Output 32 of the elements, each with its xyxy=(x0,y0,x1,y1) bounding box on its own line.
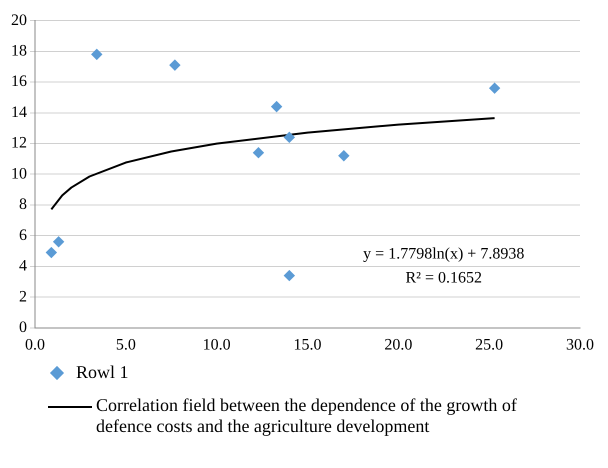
y-tick-label: 4 xyxy=(19,258,27,275)
y-tick-label: 8 xyxy=(19,196,27,214)
y-tick-label: 16 xyxy=(11,73,27,90)
y-tick-label: 2 xyxy=(19,288,27,306)
point xyxy=(91,48,102,60)
y-tick-label: 0 xyxy=(19,319,27,336)
x-tick-label: 0.0 xyxy=(25,336,45,354)
point xyxy=(46,247,57,258)
y-tick-label: 14 xyxy=(11,104,27,121)
x-tick-label: 15.0 xyxy=(294,336,322,354)
x-tick-label: 5.0 xyxy=(116,336,136,354)
y-tick-label: 18 xyxy=(11,42,27,60)
point xyxy=(284,132,295,143)
y-tick-label: 10 xyxy=(11,165,27,182)
point xyxy=(53,236,64,248)
legend-label: Rowl 1 xyxy=(76,362,129,383)
x-tick-label: 20.0 xyxy=(384,336,412,354)
x-tick-label: 25.0 xyxy=(475,336,504,354)
point xyxy=(169,60,180,71)
y-tick-label: 6 xyxy=(19,226,27,244)
point xyxy=(284,270,295,282)
x-tick-label: 10.0 xyxy=(202,336,231,354)
point xyxy=(252,147,264,158)
legend-label: Correlation field between the dependence of the growth of defence costs and the agriculture development xyxy=(96,395,518,437)
x-tick-label: 30.0 xyxy=(566,336,594,354)
y-tick-label: 20 xyxy=(11,12,27,29)
point xyxy=(489,82,500,94)
y-tick-label: 12 xyxy=(11,134,27,152)
annotation: R² = 0.1652 xyxy=(406,269,482,286)
point xyxy=(338,150,350,162)
point xyxy=(271,101,282,112)
annotation: y = 1.7798ln(x) + 7.8938 xyxy=(363,245,524,262)
